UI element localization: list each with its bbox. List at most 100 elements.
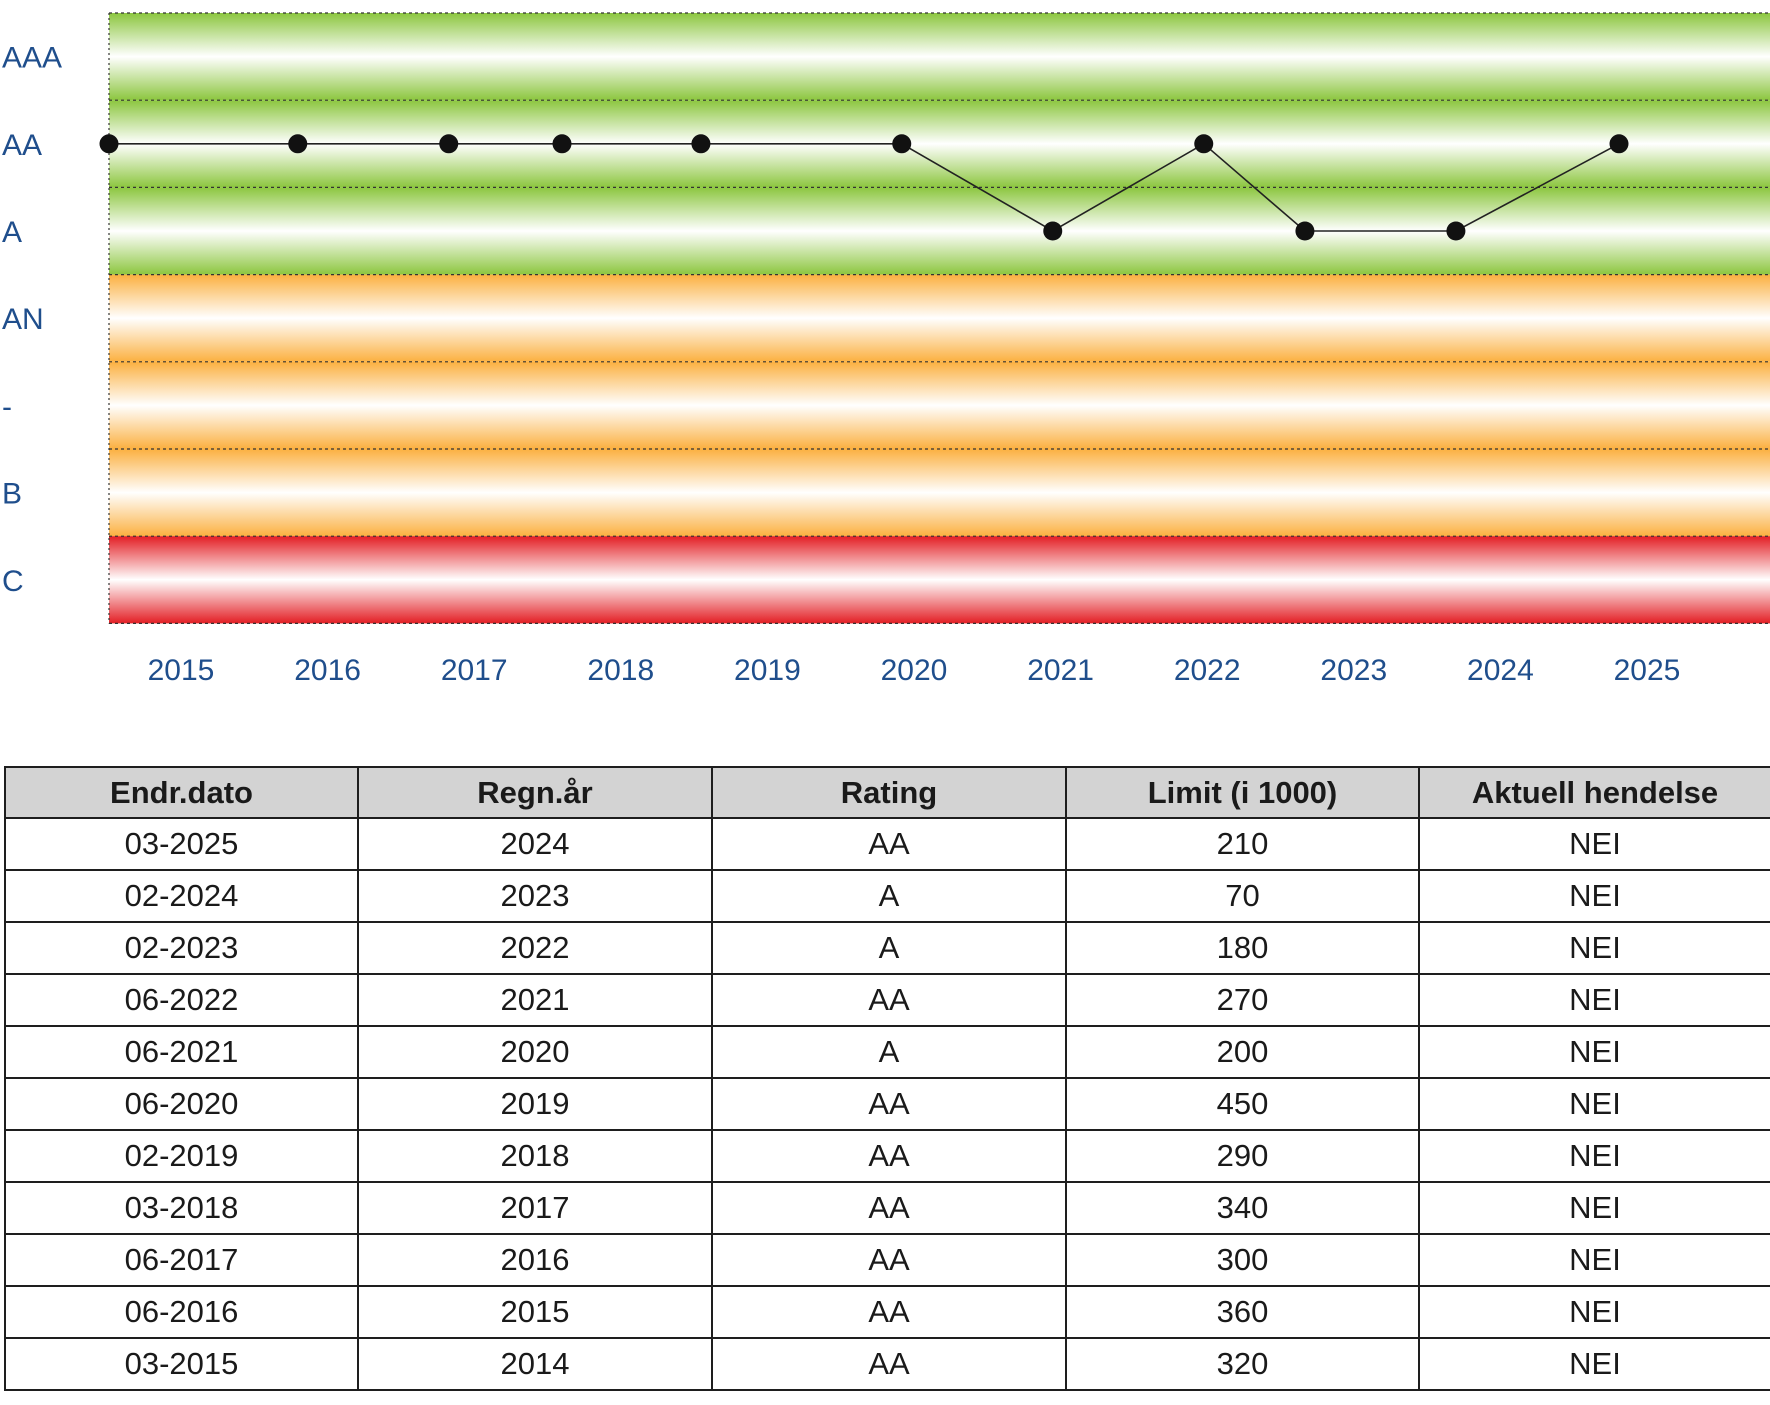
y-label-AN: AN xyxy=(2,303,44,336)
cell-limit: 360 xyxy=(1065,1285,1420,1339)
cell-endr-dato: 06-2020 xyxy=(4,1077,359,1131)
cell-regn-ar: 2019 xyxy=(357,1077,713,1131)
header-regn-ar: Regn.år xyxy=(357,766,713,819)
header-limit: Limit (i 1000) xyxy=(1065,766,1420,819)
cell-endr-dato: 06-2016 xyxy=(4,1285,359,1339)
cell-regn-ar: 2017 xyxy=(357,1181,713,1235)
cell-limit: 200 xyxy=(1065,1025,1420,1079)
cell-aktuell-hendelse: NEI xyxy=(1418,973,1770,1027)
cell-endr-dato: 02-2024 xyxy=(4,869,359,923)
x-label-2018: 2018 xyxy=(587,654,654,687)
x-label-2025: 2025 xyxy=(1614,654,1681,687)
cell-regn-ar: 2020 xyxy=(357,1025,713,1079)
cell-rating: AA xyxy=(711,973,1067,1027)
cell-rating: AA xyxy=(711,1233,1067,1287)
cell-regn-ar: 2018 xyxy=(357,1129,713,1183)
cell-limit: 340 xyxy=(1065,1181,1420,1235)
cell-limit: 210 xyxy=(1065,817,1420,871)
cell-limit: 300 xyxy=(1065,1233,1420,1287)
band-gridlines xyxy=(108,12,1770,625)
rating-point-3 xyxy=(552,134,572,154)
y-label-AA: AA xyxy=(2,129,42,162)
x-label-2016: 2016 xyxy=(294,654,361,687)
table-row: 03-2015 2014 AA 320 NEI xyxy=(4,1337,1770,1391)
cell-endr-dato: 02-2023 xyxy=(4,921,359,975)
cell-endr-dato: 06-2022 xyxy=(4,973,359,1027)
x-axis-labels: 2015 2016 2017 2018 2019 2020 2021 2022 2023 2024… xyxy=(148,654,1681,687)
x-label-2022: 2022 xyxy=(1174,654,1241,687)
rating-history-table: Endr.dato Regn.år Rating Limit (i 1000) … xyxy=(4,766,1770,1391)
cell-rating: AA xyxy=(711,1077,1067,1131)
header-aktuell-hendelse: Aktuell hendelse xyxy=(1418,766,1770,819)
y-label-B: B xyxy=(2,478,22,511)
rating-point-9 xyxy=(1446,221,1466,241)
cell-regn-ar: 2024 xyxy=(357,817,713,871)
x-label-2015: 2015 xyxy=(148,654,215,687)
rating-point-1 xyxy=(288,134,308,154)
cell-aktuell-hendelse: NEI xyxy=(1418,1337,1770,1391)
cell-rating: AA xyxy=(711,1129,1067,1183)
cell-regn-ar: 2023 xyxy=(357,869,713,923)
cell-endr-dato: 06-2017 xyxy=(4,1233,359,1287)
y-label--: - xyxy=(2,390,12,423)
rating-point-8 xyxy=(1295,221,1315,241)
y-label-AAA: AAA xyxy=(2,42,62,75)
band-- xyxy=(109,361,1770,449)
table-row: 02-2023 2022 A 180 NEI xyxy=(4,921,1770,975)
band-AN xyxy=(109,274,1770,362)
table-row: 06-2021 2020 A 200 NEI xyxy=(4,1025,1770,1079)
table-row: 06-2022 2021 AA 270 NEI xyxy=(4,973,1770,1027)
cell-regn-ar: 2014 xyxy=(357,1337,713,1391)
cell-limit: 290 xyxy=(1065,1129,1420,1183)
cell-endr-dato: 03-2025 xyxy=(4,817,359,871)
band-AAA xyxy=(109,13,1770,101)
cell-endr-dato: 03-2018 xyxy=(4,1181,359,1235)
table-row: 06-2020 2019 AA 450 NEI xyxy=(4,1077,1770,1131)
cell-rating: A xyxy=(711,1025,1067,1079)
table-row: 03-2025 2024 AA 210 NEI xyxy=(4,817,1770,871)
x-label-2024: 2024 xyxy=(1467,654,1534,687)
cell-endr-dato: 03-2015 xyxy=(4,1337,359,1391)
band-C xyxy=(109,536,1770,624)
table-row: 02-2019 2018 AA 290 NEI xyxy=(4,1129,1770,1183)
rating-point-10 xyxy=(1609,134,1629,154)
cell-aktuell-hendelse: NEI xyxy=(1418,1077,1770,1131)
cell-rating: AA xyxy=(711,1181,1067,1235)
cell-rating: A xyxy=(711,869,1067,923)
y-label-C: C xyxy=(2,565,24,598)
cell-aktuell-hendelse: NEI xyxy=(1418,921,1770,975)
cell-limit: 450 xyxy=(1065,1077,1420,1131)
cell-endr-dato: 02-2019 xyxy=(4,1129,359,1183)
x-label-2017: 2017 xyxy=(441,654,508,687)
rating-point-6 xyxy=(1043,221,1063,241)
cell-limit: 180 xyxy=(1065,921,1420,975)
cell-limit: 270 xyxy=(1065,973,1420,1027)
x-label-2019: 2019 xyxy=(734,654,801,687)
header-rating: Rating xyxy=(711,766,1067,819)
cell-limit: 70 xyxy=(1065,869,1420,923)
rating-point-2 xyxy=(439,134,459,154)
cell-aktuell-hendelse: NEI xyxy=(1418,1025,1770,1079)
band-A xyxy=(109,187,1770,275)
cell-limit: 320 xyxy=(1065,1337,1420,1391)
table-header-row: Endr.dato Regn.år Rating Limit (i 1000) … xyxy=(4,766,1770,819)
table-row: 06-2016 2015 AA 360 NEI xyxy=(4,1285,1770,1339)
cell-aktuell-hendelse: NEI xyxy=(1418,869,1770,923)
cell-regn-ar: 2021 xyxy=(357,973,713,1027)
table-body: 03-2025 2024 AA 210 NEI 02-2024 2023 A 70 NEI 02-2… xyxy=(4,817,1770,1391)
cell-aktuell-hendelse: NEI xyxy=(1418,1285,1770,1339)
band-B xyxy=(109,449,1770,537)
table-row: 02-2024 2023 A 70 NEI xyxy=(4,869,1770,923)
rating-bands xyxy=(109,13,1770,624)
cell-aktuell-hendelse: NEI xyxy=(1418,1233,1770,1287)
cell-aktuell-hendelse: NEI xyxy=(1418,1129,1770,1183)
x-label-2020: 2020 xyxy=(881,654,948,687)
rating-point-7 xyxy=(1194,134,1214,154)
y-label-A: A xyxy=(2,216,22,249)
rating-point-5 xyxy=(892,134,912,154)
x-label-2021: 2021 xyxy=(1027,654,1094,687)
x-label-2023: 2023 xyxy=(1320,654,1387,687)
cell-regn-ar: 2022 xyxy=(357,921,713,975)
